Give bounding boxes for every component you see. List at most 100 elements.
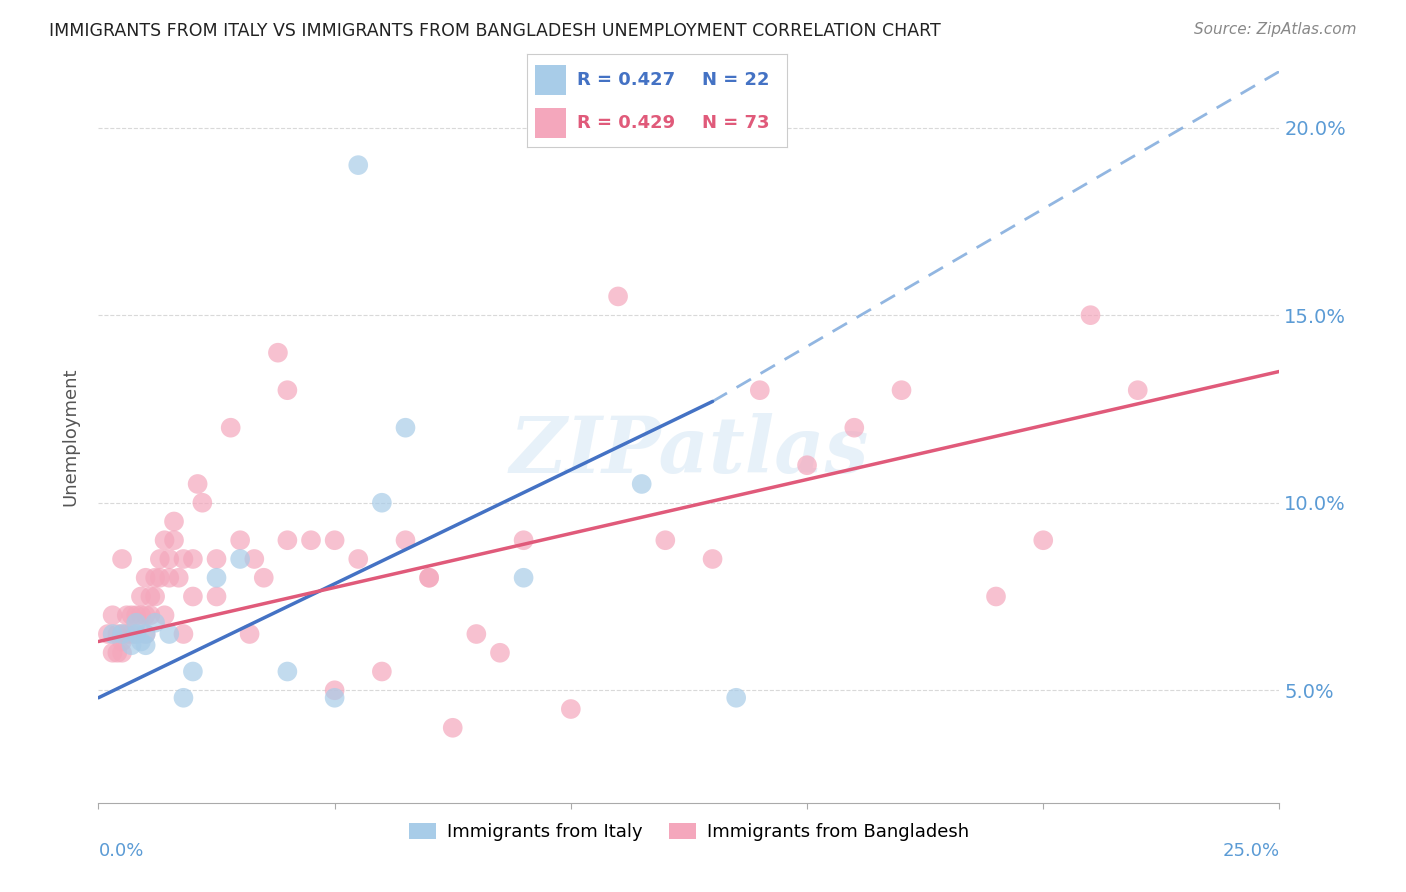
Legend: Immigrants from Italy, Immigrants from Bangladesh: Immigrants from Italy, Immigrants from B… — [401, 816, 977, 848]
Text: IMMIGRANTS FROM ITALY VS IMMIGRANTS FROM BANGLADESH UNEMPLOYMENT CORRELATION CHA: IMMIGRANTS FROM ITALY VS IMMIGRANTS FROM… — [49, 22, 941, 40]
Point — [267, 345, 290, 359]
Point — [153, 533, 176, 548]
Point — [143, 615, 166, 630]
Point — [135, 571, 157, 585]
Point — [135, 638, 157, 652]
Point — [276, 383, 298, 397]
Point — [418, 571, 440, 585]
Text: ZIPatlas: ZIPatlas — [509, 414, 869, 490]
Point — [149, 552, 172, 566]
Point — [748, 383, 770, 397]
Point — [111, 634, 134, 648]
FancyBboxPatch shape — [536, 65, 567, 95]
Point — [181, 552, 204, 566]
Point — [205, 552, 228, 566]
Point — [129, 590, 152, 604]
Point — [101, 627, 124, 641]
Point — [101, 608, 124, 623]
Point — [276, 533, 298, 548]
Point — [135, 627, 157, 641]
Point — [844, 420, 866, 434]
Point — [111, 646, 134, 660]
Point — [157, 571, 180, 585]
Point — [394, 420, 416, 434]
Point — [143, 571, 166, 585]
Point — [105, 627, 128, 641]
Point — [394, 533, 416, 548]
Point — [205, 571, 228, 585]
Point — [163, 533, 186, 548]
Point — [441, 721, 464, 735]
Point — [97, 627, 120, 641]
Point — [111, 552, 134, 566]
Point — [149, 571, 172, 585]
Point — [135, 608, 157, 623]
Point — [418, 571, 440, 585]
Point — [984, 590, 1007, 604]
Point — [172, 690, 194, 705]
Point — [560, 702, 582, 716]
Point — [253, 571, 276, 585]
Point — [229, 533, 252, 548]
Point — [101, 646, 124, 660]
Point — [129, 634, 152, 648]
Point — [129, 608, 152, 623]
Point — [125, 615, 148, 630]
Point — [512, 533, 534, 548]
Point — [512, 571, 534, 585]
Point — [191, 496, 214, 510]
Point — [347, 158, 370, 172]
Point — [1080, 308, 1102, 322]
Point — [219, 420, 242, 434]
Point — [371, 665, 394, 679]
Point — [323, 533, 346, 548]
Point — [489, 646, 512, 660]
Point — [630, 477, 652, 491]
Point — [890, 383, 912, 397]
Point — [347, 552, 370, 566]
Point — [465, 627, 488, 641]
Y-axis label: Unemployment: Unemployment — [62, 368, 80, 507]
Point — [371, 496, 394, 510]
Point — [121, 638, 143, 652]
Point — [229, 552, 252, 566]
Point — [115, 627, 138, 641]
Point — [135, 627, 157, 641]
Point — [111, 627, 134, 641]
Point — [323, 690, 346, 705]
Point — [115, 608, 138, 623]
Point — [157, 552, 180, 566]
Point — [111, 627, 134, 641]
Text: Source: ZipAtlas.com: Source: ZipAtlas.com — [1194, 22, 1357, 37]
Point — [239, 627, 262, 641]
Point — [299, 533, 322, 548]
Point — [172, 627, 194, 641]
Text: 0.0%: 0.0% — [98, 842, 143, 860]
Text: N = 22: N = 22 — [702, 70, 769, 88]
Point — [153, 608, 176, 623]
Point — [121, 627, 143, 641]
Point — [139, 590, 162, 604]
Point — [157, 627, 180, 641]
Text: R = 0.429: R = 0.429 — [576, 114, 675, 132]
FancyBboxPatch shape — [536, 108, 567, 138]
Point — [139, 608, 162, 623]
Point — [654, 533, 676, 548]
Point — [163, 515, 186, 529]
Point — [172, 552, 194, 566]
Point — [121, 608, 143, 623]
Point — [607, 289, 630, 303]
Point — [1032, 533, 1054, 548]
Text: R = 0.427: R = 0.427 — [576, 70, 675, 88]
Point — [725, 690, 748, 705]
Point — [205, 590, 228, 604]
Point — [276, 665, 298, 679]
Text: 25.0%: 25.0% — [1222, 842, 1279, 860]
Point — [181, 665, 204, 679]
Point — [702, 552, 724, 566]
Point — [143, 590, 166, 604]
Point — [125, 608, 148, 623]
Point — [105, 646, 128, 660]
Point — [243, 552, 266, 566]
Point — [181, 590, 204, 604]
